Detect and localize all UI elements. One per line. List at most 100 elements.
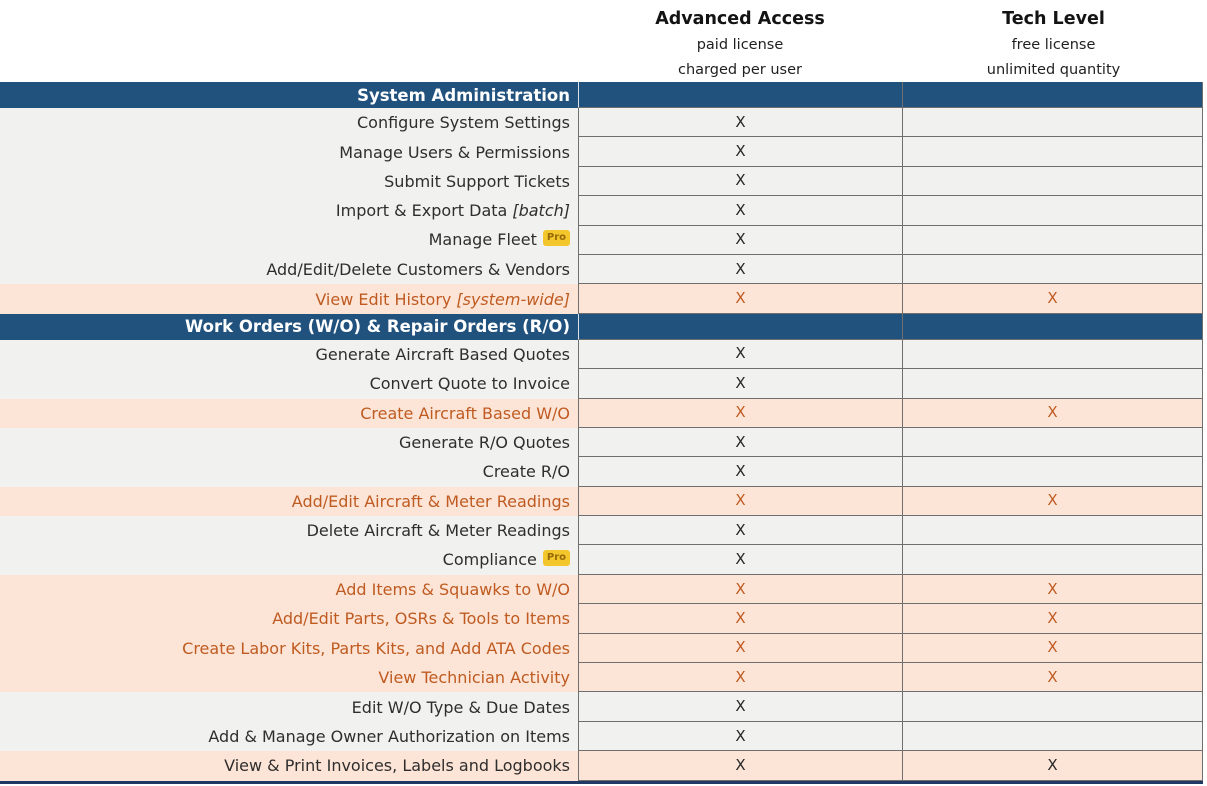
feature-label-cell: Import & Export Data [batch]	[0, 196, 578, 226]
feature-row: View Technician Activity X X	[0, 663, 1203, 693]
x-mark: X	[735, 259, 746, 278]
tech-level-cell	[902, 225, 1203, 255]
feature-label-cell: Manage Users & Permissions	[0, 137, 578, 167]
tech-level-cell	[902, 545, 1203, 575]
feature-label-cell: Add/Edit Parts, OSRs & Tools to Items	[0, 604, 578, 634]
feature-label-note: [batch]	[512, 201, 570, 221]
x-mark: X	[735, 171, 746, 190]
feature-label: View & Print Invoices, Labels and Logboo…	[224, 756, 570, 776]
section-title: System Administration	[357, 85, 570, 105]
advanced-access-cell: X	[578, 369, 902, 399]
x-mark: X	[735, 432, 746, 451]
tech-level-cell	[902, 166, 1203, 197]
x-mark: X	[1047, 289, 1058, 308]
x-mark: X	[735, 726, 746, 745]
feature-row: Create Aircraft Based W/O X X	[0, 398, 1203, 428]
feature-label: Create Labor Kits, Parts Kits, and Add A…	[182, 638, 570, 658]
tech-level-cell	[902, 721, 1203, 752]
feature-row: Edit W/O Type & Due Dates X	[0, 692, 1203, 722]
feature-label: Create Aircraft Based W/O	[360, 403, 570, 423]
advanced-access-cell	[578, 82, 902, 108]
advanced-access-cell: X	[578, 751, 902, 781]
tech-level-cell: X	[902, 284, 1203, 314]
feature-row: Add/Edit Aircraft & Meter Readings X X	[0, 486, 1203, 517]
advanced-access-cell: X	[578, 398, 902, 428]
feature-row: Add/Edit Parts, OSRs & Tools to Items X X	[0, 604, 1203, 634]
feature-label-cell: Add/Edit Aircraft & Meter Readings	[0, 486, 578, 517]
tech-level-cell	[902, 516, 1203, 546]
x-mark: X	[1047, 638, 1058, 657]
feature-label: Manage Users & Permissions	[339, 142, 570, 162]
tech-level-cell: X	[902, 574, 1203, 605]
feature-label-cell: Convert Quote to Invoice	[0, 369, 578, 399]
feature-row: Delete Aircraft & Meter Readings X	[0, 516, 1203, 546]
tech-level-title: Tech Level	[1002, 9, 1105, 29]
advanced-access-cell: X	[578, 427, 902, 458]
tech-level-cell: X	[902, 604, 1203, 634]
feature-label-cell: View & Print Invoices, Labels and Logboo…	[0, 751, 578, 781]
feature-row: Import & Export Data [batch] X	[0, 196, 1203, 226]
tech-level-header: Tech Level free license unlimited quanti…	[902, 0, 1205, 82]
feature-label: Add Items & Squawks to W/O	[335, 580, 570, 600]
x-mark: X	[735, 608, 746, 627]
x-mark: X	[735, 112, 746, 131]
feature-row: View Edit History [system-wide] X X	[0, 284, 1203, 314]
feature-label: Submit Support Tickets	[384, 171, 570, 191]
advanced-access-cell: X	[578, 663, 902, 693]
feature-label: Add & Manage Owner Authorization on Item…	[208, 727, 570, 746]
x-mark: X	[735, 142, 746, 161]
x-mark: X	[735, 638, 746, 657]
feature-label: Convert Quote to Invoice	[369, 374, 570, 394]
advanced-access-cell: X	[578, 137, 902, 167]
column-headers: Advanced Access paid license charged per…	[0, 0, 1207, 82]
feature-label: View Edit History [system-wide]	[315, 289, 570, 309]
advanced-access-subtitle-1: paid license	[696, 37, 784, 53]
feature-label: Add/Edit Parts, OSRs & Tools to Items	[272, 609, 570, 629]
x-mark: X	[1047, 579, 1058, 598]
feature-label: Compliance Pro	[443, 549, 570, 571]
feature-row: Generate Aircraft Based Quotes X	[0, 339, 1203, 370]
x-mark: X	[1047, 608, 1058, 627]
advanced-access-cell: X	[578, 604, 902, 634]
feature-label-cell: Edit W/O Type & Due Dates	[0, 692, 578, 722]
pro-badge: Pro	[542, 549, 570, 566]
tech-level-cell	[902, 196, 1203, 226]
advanced-access-cell: X	[578, 633, 902, 664]
x-mark: X	[735, 230, 746, 249]
feature-comparison-table: System Administration Configure System Se…	[0, 82, 1203, 784]
advanced-access-cell: X	[578, 254, 902, 285]
x-mark: X	[735, 373, 746, 392]
feature-row: Compliance Pro X	[0, 545, 1203, 575]
pro-badge: Pro	[542, 229, 570, 246]
feature-label: Generate R/O Quotes	[399, 433, 570, 453]
tech-level-cell: X	[902, 633, 1203, 664]
x-mark: X	[1047, 667, 1058, 686]
tech-level-subtitle-1: free license	[1011, 37, 1096, 53]
tech-level-cell: X	[902, 486, 1203, 517]
advanced-access-cell: X	[578, 574, 902, 605]
tech-level-cell: X	[902, 398, 1203, 428]
x-mark: X	[735, 579, 746, 598]
tech-level-cell	[902, 108, 1203, 138]
advanced-access-title: Advanced Access	[655, 9, 825, 29]
feature-label: Configure System Settings	[356, 113, 570, 133]
feature-row: Add Items & Squawks to W/O X X	[0, 574, 1203, 605]
feature-row: Manage Fleet Pro X	[0, 225, 1203, 255]
advanced-access-cell: X	[578, 545, 902, 575]
feature-row: Add & Manage Owner Authorization on Item…	[0, 721, 1203, 752]
tech-level-cell	[902, 427, 1203, 458]
advanced-access-cell: X	[578, 486, 902, 517]
tech-level-cell	[902, 369, 1203, 399]
feature-label-cell: Compliance Pro	[0, 545, 578, 575]
advanced-access-cell: X	[578, 721, 902, 752]
feature-label-cell: View Technician Activity	[0, 663, 578, 693]
advanced-access-cell	[578, 313, 902, 340]
x-mark: X	[735, 697, 746, 716]
x-mark: X	[1047, 403, 1058, 422]
feature-row: Manage Users & Permissions X	[0, 137, 1203, 167]
feature-label-cell: Add & Manage Owner Authorization on Item…	[0, 721, 578, 752]
section-title: Work Orders (W/O) & Repair Orders (R/O)	[185, 317, 570, 337]
x-mark: X	[1047, 491, 1058, 510]
feature-label-cell: Generate R/O Quotes	[0, 427, 578, 458]
